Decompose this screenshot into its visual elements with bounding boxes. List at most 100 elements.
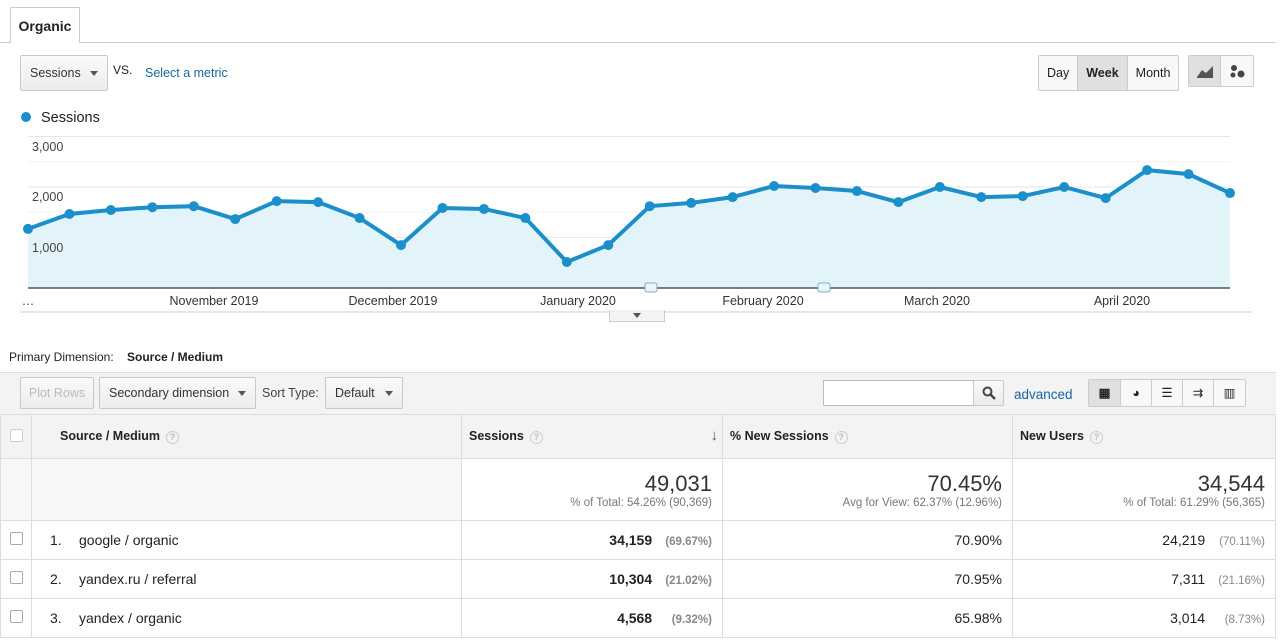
- sessions-pct: (21.02%): [665, 575, 712, 587]
- help-icon[interactable]: ?: [529, 431, 543, 444]
- col-new-sessions[interactable]: % New Sessions?: [722, 414, 1013, 459]
- data-point[interactable]: [147, 202, 158, 213]
- col-source-medium[interactable]: Source / Medium?: [31, 414, 462, 459]
- data-point[interactable]: [561, 256, 572, 267]
- comparison-view-icon[interactable]: ⇉: [1183, 380, 1214, 406]
- metric-select[interactable]: Sessions: [20, 55, 108, 91]
- source-link[interactable]: google / organic: [79, 532, 179, 548]
- select-all-cell: [0, 414, 32, 459]
- data-point[interactable]: [188, 201, 199, 212]
- annotation-icon[interactable]: [644, 282, 658, 293]
- data-point[interactable]: [686, 197, 697, 208]
- new-users-cell: 24,219 (70.11%): [1012, 520, 1276, 560]
- select-metric-link[interactable]: Select a metric: [145, 66, 228, 80]
- data-point[interactable]: [1017, 191, 1028, 202]
- data-point[interactable]: [603, 240, 614, 251]
- help-icon[interactable]: ?: [834, 431, 848, 444]
- sessions-pct: (69.67%): [665, 536, 712, 548]
- x-tick-label: November 2019: [170, 294, 259, 308]
- legend-label: Sessions: [41, 110, 100, 126]
- total-sub: % of Total: 54.26% (90,369): [570, 496, 712, 509]
- data-point[interactable]: [1059, 182, 1070, 192]
- pie-view-icon[interactable]: ◕: [1121, 380, 1152, 406]
- table-row: 2. yandex.ru / referral 10,304 (21.02%) 7…: [0, 559, 1276, 599]
- search-button[interactable]: [973, 380, 1004, 406]
- col-sessions[interactable]: Sessions? ↓: [461, 414, 723, 459]
- header-label: Source / Medium: [60, 429, 161, 443]
- col-new-users[interactable]: New Users?: [1012, 414, 1276, 459]
- secondary-dimension-select[interactable]: Secondary dimension: [99, 377, 256, 409]
- new-users-cell: 3,014 (8.73%): [1012, 598, 1276, 638]
- tab-divider: [0, 42, 1276, 43]
- data-point[interactable]: [1183, 169, 1194, 180]
- sessions-value: 4,568: [617, 610, 653, 626]
- totals-empty: [0, 458, 32, 521]
- sort-type-value: Default: [335, 386, 375, 400]
- table-header-row: Source / Medium? Sessions? ↓ % New Sessio…: [0, 414, 1276, 459]
- row-checkbox[interactable]: [9, 571, 23, 584]
- data-point[interactable]: [354, 213, 365, 224]
- advanced-link[interactable]: advanced: [1014, 387, 1073, 402]
- chevron-down-icon: [90, 70, 98, 76]
- sort-type-select[interactable]: Default: [325, 377, 403, 409]
- sessions-cell: 10,304 (21.02%): [461, 559, 723, 599]
- data-point[interactable]: [934, 182, 945, 192]
- data-point[interactable]: [1100, 193, 1111, 204]
- data-point[interactable]: [769, 180, 780, 191]
- period-day[interactable]: Day: [1039, 56, 1079, 90]
- select-all-checkbox[interactable]: [9, 428, 23, 442]
- data-point[interactable]: [396, 240, 407, 251]
- table-view-icon[interactable]: ▦: [1089, 380, 1121, 406]
- period-week[interactable]: Week: [1078, 56, 1128, 90]
- row-checkbox[interactable]: [9, 610, 23, 623]
- data-point[interactable]: [23, 223, 33, 234]
- y-tick-label: 3,000: [32, 140, 63, 154]
- row-checkbox[interactable]: [9, 532, 23, 545]
- performance-view-icon[interactable]: ☰: [1152, 380, 1183, 406]
- totals-new-sessions: 70.45% Avg for View: 62.37% (12.96%): [722, 458, 1013, 521]
- data-point[interactable]: [313, 197, 324, 208]
- data-point[interactable]: [976, 192, 987, 203]
- new-users-pct: (70.11%): [1219, 536, 1265, 548]
- motion-chart-icon[interactable]: [1221, 56, 1253, 86]
- help-icon[interactable]: ?: [1089, 431, 1103, 444]
- annotation-icon[interactable]: [817, 282, 831, 293]
- data-point[interactable]: [64, 209, 75, 220]
- series-area: [28, 170, 1230, 288]
- data-point[interactable]: [271, 196, 282, 207]
- data-point[interactable]: [478, 203, 489, 214]
- secondary-dimension-label: Secondary dimension: [109, 386, 230, 400]
- sessions-cell: 34,159 (69.67%): [461, 520, 723, 560]
- data-point[interactable]: [727, 192, 738, 203]
- metric-select-value: Sessions: [30, 66, 81, 80]
- data-point[interactable]: [230, 214, 241, 225]
- totals-sessions: 49,031% of Total: 54.26% (90,369): [461, 458, 723, 521]
- tab-organic[interactable]: Organic: [10, 7, 80, 43]
- data-point[interactable]: [893, 197, 904, 208]
- data-point[interactable]: [851, 186, 862, 197]
- data-point[interactable]: [1225, 188, 1235, 199]
- series-line: [27, 168, 1231, 265]
- data-point[interactable]: [1142, 165, 1153, 176]
- source-cell: 3. yandex / organic: [31, 598, 462, 638]
- pivot-view-icon[interactable]: ▥: [1214, 380, 1245, 406]
- data-point[interactable]: [520, 213, 531, 224]
- primary-dimension-value[interactable]: Source / Medium: [127, 350, 224, 364]
- data-point[interactable]: [105, 204, 116, 215]
- collapse-chart-button[interactable]: [609, 310, 665, 322]
- sessions-pct: (9.32%): [671, 614, 712, 626]
- data-point[interactable]: [810, 183, 821, 194]
- help-icon[interactable]: ?: [166, 431, 180, 444]
- line-chart-icon[interactable]: [1189, 56, 1221, 86]
- data-point[interactable]: [437, 202, 448, 213]
- x-tick-label: March 2020: [904, 294, 970, 308]
- data-point[interactable]: [644, 201, 655, 212]
- source-link[interactable]: yandex / organic: [79, 610, 182, 626]
- source-link[interactable]: yandex.ru / referral: [79, 571, 197, 587]
- x-tick-label: December 2019: [349, 294, 438, 308]
- plot-rows-button[interactable]: Plot Rows: [20, 377, 94, 409]
- source-cell: 1. google / organic: [31, 520, 462, 560]
- table-search-input[interactable]: [823, 380, 974, 406]
- data-table: Source / Medium? Sessions? ↓ % New Sessio…: [0, 414, 1276, 638]
- period-month[interactable]: Month: [1127, 56, 1179, 90]
